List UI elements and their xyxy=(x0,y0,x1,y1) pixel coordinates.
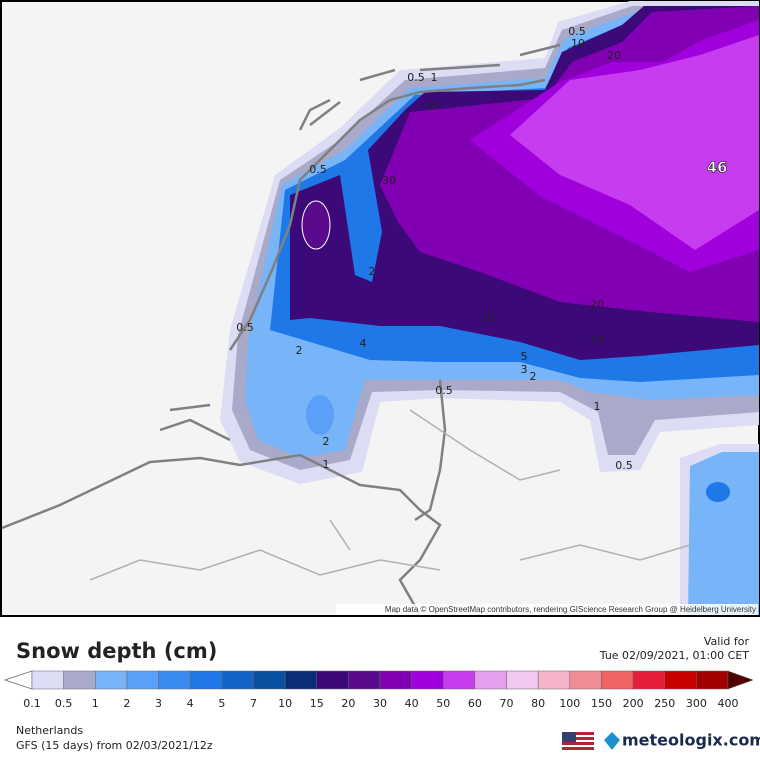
legend-swatch xyxy=(158,670,191,690)
border-line xyxy=(414,379,447,522)
legend-label: 2 xyxy=(123,697,130,710)
contour-label: 30 xyxy=(382,174,396,187)
legend-label: 400 xyxy=(718,697,739,710)
contour-label: 20 xyxy=(607,49,621,62)
contour-label: 0.5 xyxy=(407,71,425,84)
valid-label: Valid for xyxy=(704,635,750,648)
contour-label: 0.5 xyxy=(236,321,254,334)
coast-line xyxy=(159,403,231,442)
legend-swatch xyxy=(379,670,412,690)
legend-over xyxy=(727,670,754,690)
snow-area xyxy=(306,395,334,435)
contour-label: 0.5 xyxy=(615,459,633,472)
brand[interactable]: meteologix.com xyxy=(622,731,760,750)
contour-label: 46 xyxy=(707,159,728,177)
legend-label: 250 xyxy=(654,697,675,710)
snow-area xyxy=(688,452,759,615)
valid-time: Tue 02/09/2021, 01:00 CET xyxy=(599,649,750,662)
contour-label: 5 xyxy=(521,350,528,363)
region-borders xyxy=(89,409,691,581)
legend-swatch xyxy=(31,670,64,690)
legend-swatch xyxy=(284,670,317,690)
legend-swatch xyxy=(474,670,507,690)
legend-label: 4 xyxy=(187,697,194,710)
contour-label: 0.5 xyxy=(435,384,453,397)
legend-swatch xyxy=(506,670,539,690)
map: 0.5 10 20 0.5 1 20 46 30 0.5 2 0.5 2 4 1… xyxy=(0,0,760,617)
title: Snow depth (cm) xyxy=(16,639,217,663)
contour-label: 2 xyxy=(296,344,303,357)
us-flag xyxy=(562,732,594,750)
model-run: GFS (15 days) from 02/03/2021/12z xyxy=(16,739,213,752)
legend-swatch xyxy=(664,670,697,690)
contour-label: 0.5 xyxy=(568,25,586,38)
contour-label: 1 xyxy=(594,400,601,413)
contour-label: 0.5 xyxy=(309,163,327,176)
border-line xyxy=(1,453,442,616)
legend-swatch xyxy=(316,670,349,690)
legend-swatch xyxy=(221,670,254,690)
attribution: Map data © OpenStreetMap contributors, r… xyxy=(385,605,756,614)
contour-label: 1 xyxy=(323,458,330,471)
contour-label: 1 xyxy=(431,71,438,84)
legend-swatch xyxy=(632,670,665,690)
legend-swatch xyxy=(443,670,476,690)
legend-swatch xyxy=(696,670,729,690)
coast-line xyxy=(228,78,546,351)
contour-label: 4 xyxy=(360,337,367,350)
island-line xyxy=(298,43,561,131)
legend-label: 15 xyxy=(310,697,324,710)
legend-label: 0.5 xyxy=(55,697,73,710)
contour-label: 3 xyxy=(521,363,528,376)
legend-label: 60 xyxy=(468,697,482,710)
legend-swatch xyxy=(537,670,571,690)
legend-label: 10 xyxy=(278,697,292,710)
contour-label: 10 xyxy=(571,37,585,50)
legend-label: 300 xyxy=(686,697,707,710)
contour-label: 20 xyxy=(427,99,441,112)
legend-label: 40 xyxy=(405,697,419,710)
snow-area xyxy=(301,200,331,250)
legend-label: 200 xyxy=(623,697,644,710)
legend-swatch xyxy=(348,670,381,690)
legend-swatch xyxy=(411,670,444,690)
legend-label: 0.1 xyxy=(23,697,41,710)
contour-label: 20 xyxy=(590,298,604,311)
contour-label: 15 xyxy=(590,334,604,347)
snow-area xyxy=(510,35,759,250)
border-line xyxy=(89,544,691,581)
legend-swatch xyxy=(253,670,286,690)
legend-swatch xyxy=(126,670,159,690)
legend-label: 1 xyxy=(92,697,99,710)
legend-label: 70 xyxy=(500,697,514,710)
contour-label: 2 xyxy=(323,435,330,448)
border-line xyxy=(329,409,561,551)
legend-label: 3 xyxy=(155,697,162,710)
legend-swatch xyxy=(63,670,96,690)
logo-icon xyxy=(604,732,620,750)
legend: 0.1 0.5 1 2 3 4 5 7 10 15 20 30 40 50 60 70 80 100 150 200 2… xyxy=(23,670,754,710)
legend-label: 30 xyxy=(373,697,387,710)
legend-label: 50 xyxy=(436,697,450,710)
contour-label: 10 xyxy=(481,311,495,324)
region: Netherlands xyxy=(16,724,83,737)
legend-swatch xyxy=(601,670,634,690)
legend-label: 150 xyxy=(591,697,612,710)
legend-label: 7 xyxy=(250,697,257,710)
legend-label: 20 xyxy=(341,697,355,710)
legend-label: 80 xyxy=(531,697,545,710)
legend-swatch xyxy=(569,670,602,690)
attribution-bg xyxy=(336,604,758,615)
legend-swatch xyxy=(189,670,223,690)
legend-label: 100 xyxy=(559,697,580,710)
snow-area xyxy=(706,482,730,502)
legend-under xyxy=(3,670,33,690)
contour-label: 2 xyxy=(530,370,537,383)
borders xyxy=(1,43,561,616)
legend-label: 5 xyxy=(218,697,225,710)
contour-label: 2 xyxy=(369,265,376,278)
legend-swatch xyxy=(95,670,128,690)
